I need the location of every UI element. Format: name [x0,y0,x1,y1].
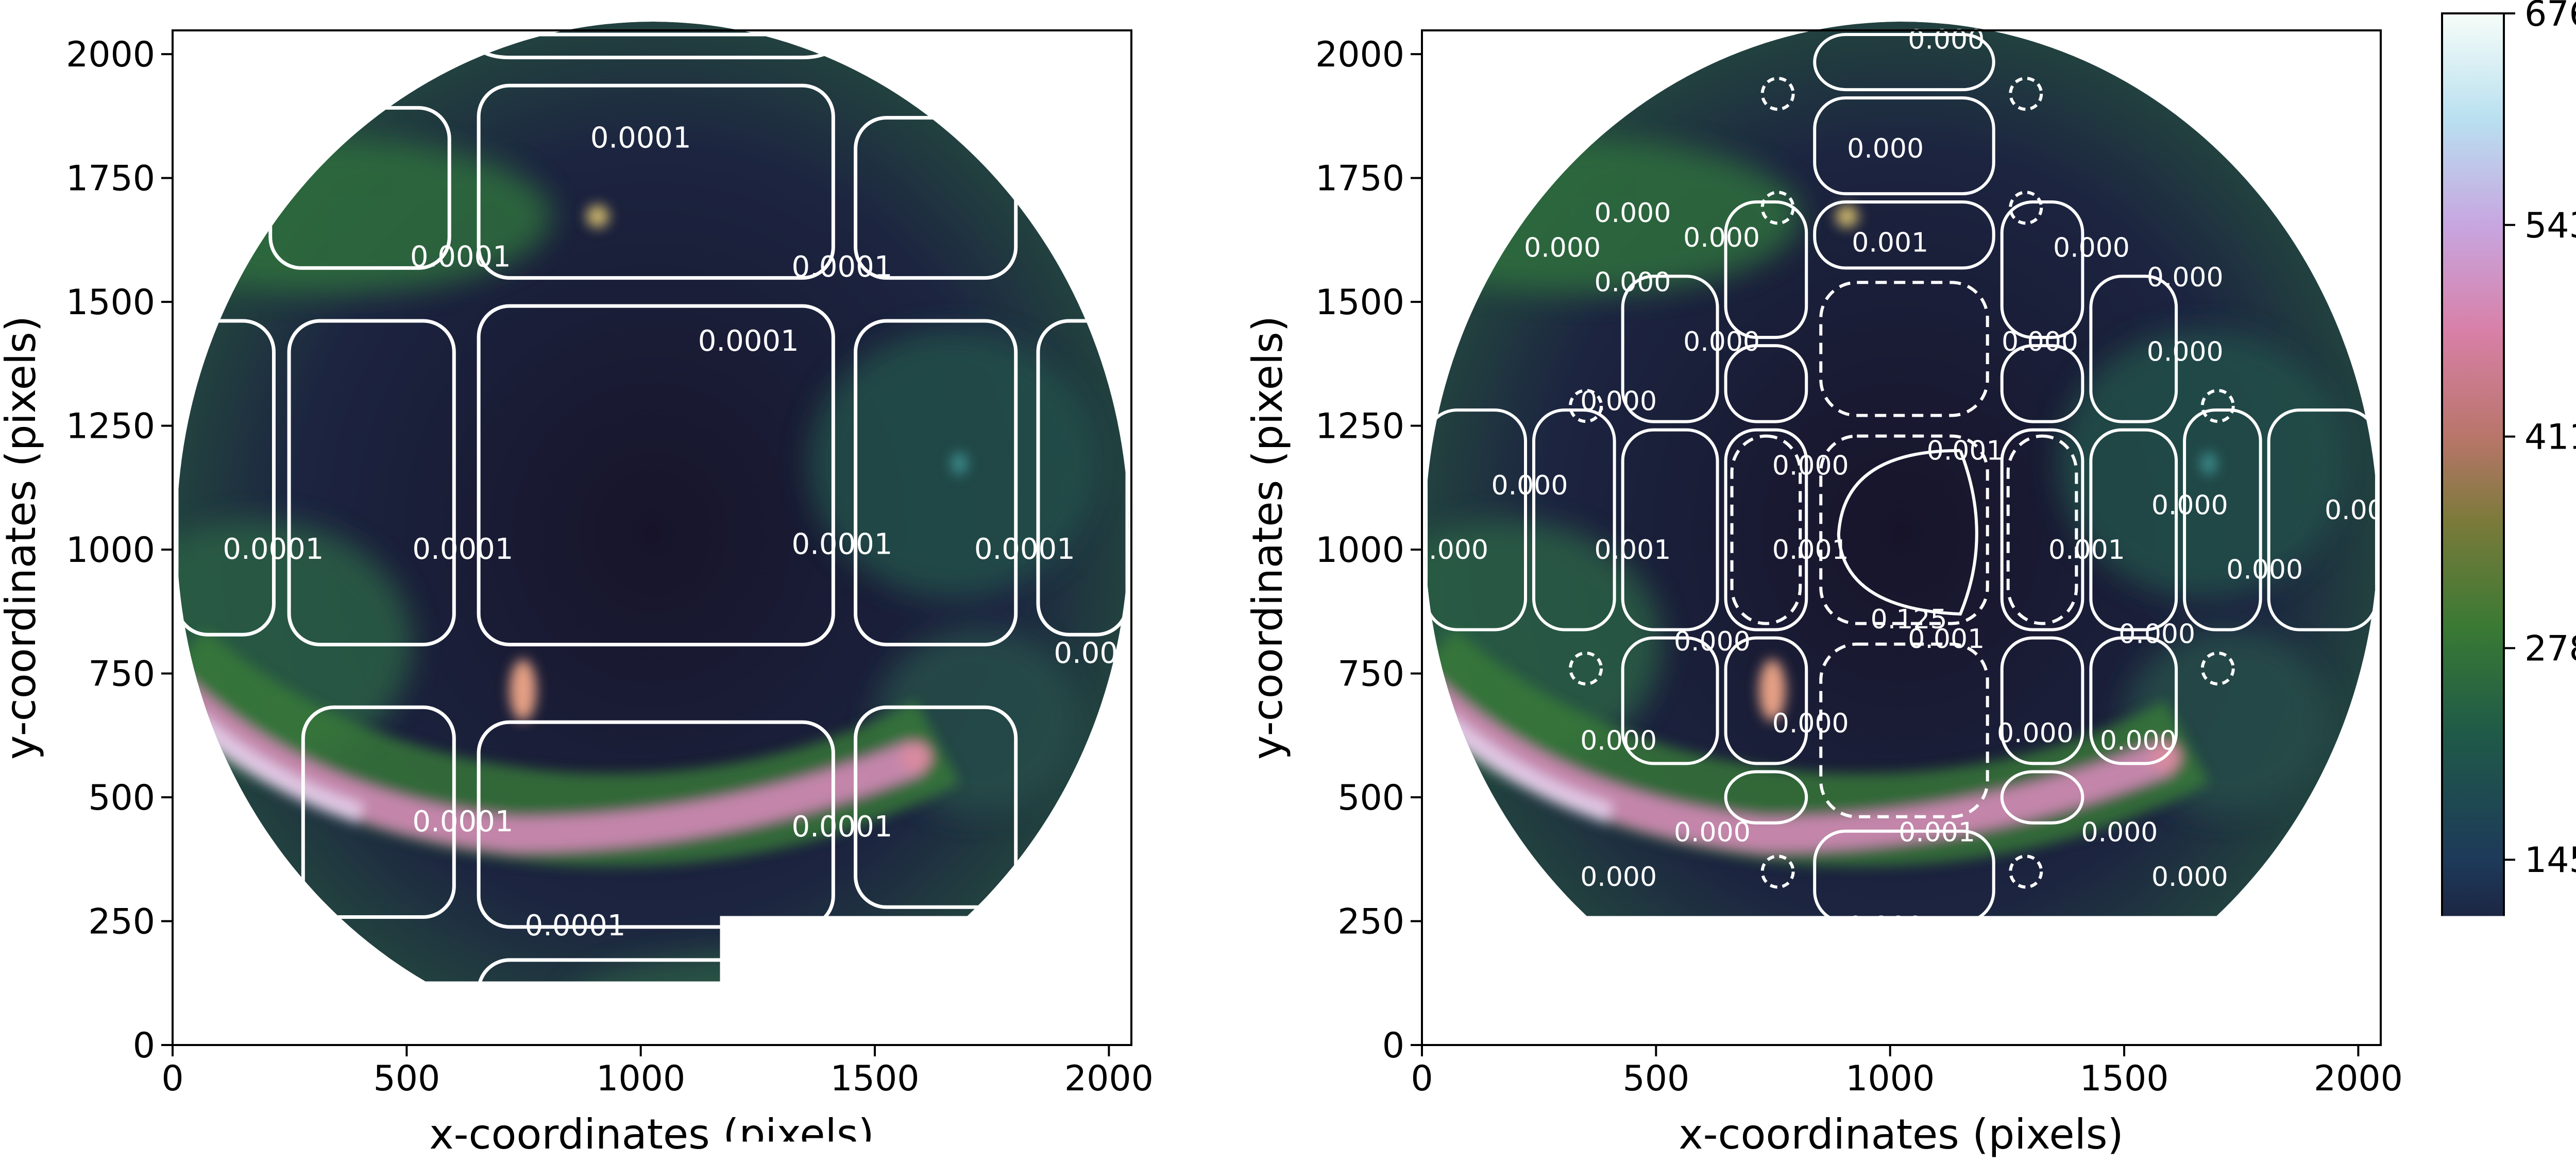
left-y-tick-label: 1500 [66,282,155,323]
left-y-tick-label: 500 [88,778,155,818]
left-contour-label: 0.0001 [698,324,799,358]
right-contour-label: 0.000 [1772,708,1849,739]
right-contour-label: 0.000 [1997,718,2074,749]
right-contour-label: 0.000 [2198,99,2275,130]
right-y-tick-label: 1250 [1315,406,1404,447]
right-contour-label: 0.000 [1847,133,1924,164]
right-contour-label: 0.000 [1580,386,1657,417]
right-contour-label: 0.000 [2325,495,2401,526]
left-y-tick-label: 750 [88,654,155,695]
right-contour-label: 0.001 [1772,535,1849,566]
right-y-tick-label: 0 [1382,1025,1404,1066]
left-x-tick-label: 2000 [1064,1058,1154,1099]
colorbar-tick-label: 2784 [2524,628,2576,669]
left-y-tick-label: 2000 [66,35,155,75]
left-contour-label: 0.0001 [974,533,1075,566]
right-y-tick-label: 1500 [1315,282,1404,323]
right-contour-label: 0.000 [1908,24,1985,55]
left-contour-label: 0.0001 [590,122,691,155]
left-contour-curve [308,965,355,1011]
right-panel: 0.000 0.000 0.000 0.000 0.000 0.001 0.000 0.000… [1244,22,2403,1158]
right-contour-label: 0.000 [1903,1011,1980,1041]
left-contour-label: 0.0001 [410,241,511,274]
right-contour-label: 0.000 [1594,198,1671,229]
right-contour-label: 0.000 [1674,626,1751,657]
right-contour-label: 0.000 [2151,862,2228,893]
colorbar-tick-label: 6767 [2524,0,2576,35]
colorbar-tick-label: 5439 [2524,206,2576,246]
right-contour-label: 0.000 [1580,725,1657,756]
right-contour-label: 0.000 [2119,619,2195,650]
right-contour-label: 0.000 [1580,862,1657,893]
right-contour-label: 0.000 [2226,555,2303,586]
right-contour-label: 0.001 [1927,436,2004,467]
right-contour-label: 0.000 [2100,725,2177,756]
right-contour-label: 0.000 [2053,232,2130,263]
left-contour-label: 0.0001 [412,533,513,566]
right-contour-label: 0.000 [1772,451,1849,482]
right-contour-label: 0.000 [2147,262,2224,293]
left-contour-curve [879,965,936,1011]
right-contour-label: 0.000 [2147,336,2224,367]
left-contour-label: 0.0001 [791,810,892,844]
right-contour-label: 0.001 [1899,817,1975,848]
colorbar-tick-label: 128 [2524,1052,2576,1092]
left-contour-label: 0.0001 [1054,637,1155,670]
colorbar: 12814562784411154396767 K [2442,0,2576,1092]
right-y-tick-label: 2000 [1315,35,1404,75]
left-y-tick-label: 250 [88,902,155,943]
left-contour-label: 0.0001 [412,805,513,838]
right-contour-label: 0.000 [2002,327,2078,357]
right-contour-label: 0.000 [2081,817,2158,848]
right-contour-label: 0.000 [1594,267,1671,298]
right-contour-label: 0.000 [1683,327,1760,357]
left-contour-label: 0.0001 [524,909,625,943]
right-x-tick-label: 1000 [1845,1058,1935,1099]
left-y-tick-label: 1000 [66,530,155,571]
right-contour-label: 0.001 [1852,228,1928,259]
right-y-tick-label: 750 [1337,654,1404,695]
right-y-tick-label: 1750 [1315,159,1404,199]
right-contour-label: 0.001 [1908,624,1985,655]
left-y-tick-label: 1750 [66,159,155,199]
left-contour-label: 0.0001 [223,533,324,566]
right-y-axis-label: y-coordinates (pixels) [1244,316,1292,760]
right-x-tick-label: 1500 [2080,1058,2169,1099]
left-x-tick-label: 1000 [596,1058,685,1099]
right-x-tick-label: 500 [1622,1058,1689,1099]
right-x-tick-label: 2000 [2314,1058,2403,1099]
right-y-tick-label: 500 [1337,778,1404,818]
right-x-axis-label: x-coordinates (pixels) [1679,1110,2123,1158]
left-x-axis-label: x-coordinates (pixels) [429,1110,874,1158]
left-y-tick-label: 1250 [66,406,155,447]
right-contour-label: 0.001 [2048,535,2125,566]
colorbar-tick-label: 1456 [2524,840,2576,881]
colorbar-ticks: 128 1456 2784 4111 5439 6767 [2504,0,2576,1092]
right-y-tick-label: 250 [1337,902,1404,943]
right-contour-label: 0.000 [1524,232,1601,263]
colorbar-tick-label: 4111 [2524,417,2576,458]
right-contour-label: 0.000 [1674,817,1751,848]
left-y-tick-label: 0 [133,1025,155,1066]
left-y-axis-label: y-coordinates (pixels) [0,316,45,760]
right-contour-label: 0.000 [1683,222,1760,253]
right-sky-image [1352,22,2378,1056]
right-contour-label: 0.001 [1594,535,1671,566]
right-contour-label: 0.000 [2151,490,2228,521]
left-x-tick-label: 1500 [831,1058,920,1099]
right-y-tick-label: 1000 [1315,530,1404,571]
left-x-tick-label: 0 [161,1058,183,1099]
left-x-tick-label: 500 [373,1058,440,1099]
right-contour-label: 0.000 [1412,535,1488,566]
left-contour-label: 0.0001 [791,527,892,561]
right-x-tick-label: 0 [1411,1058,1433,1099]
left-panel: 0.0001 0.0001 0.0001 0.0001 0.0001 0.0001 0.00… [0,22,1155,1158]
right-contour-label: 0.000 [1847,911,1924,942]
left-contour-label: 0.0001 [791,250,892,284]
colorbar-gradient [2442,13,2504,1071]
right-contour-label: 0.000 [1492,470,1568,501]
